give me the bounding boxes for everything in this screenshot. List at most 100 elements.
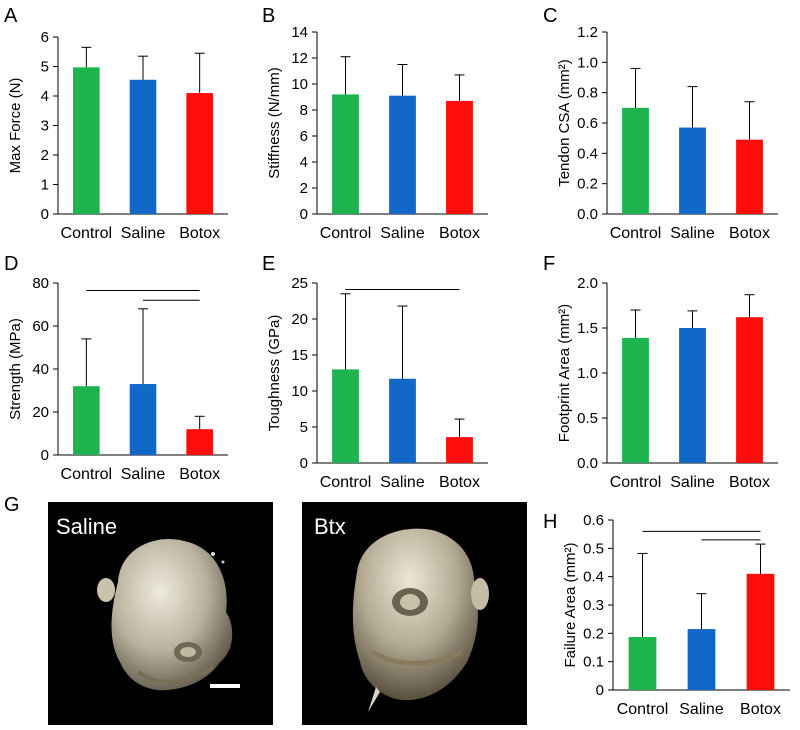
y-tick-label-a-6: 6 [41, 29, 49, 46]
bar-f-control [622, 337, 649, 463]
btx-image-label: Btx [314, 514, 346, 539]
category-label-b-botox: Botox [439, 225, 480, 242]
bar-b-saline [389, 95, 416, 214]
category-label-d-botox: Botox [179, 466, 220, 483]
category-label-a-control: Control [61, 225, 113, 242]
bar-h-botox [746, 573, 775, 690]
y-tick-label-e-2: 10 [291, 383, 308, 400]
y-tick-label-c-1: 0.2 [577, 176, 598, 193]
y-axis-label-h: Failure Area (mm²) [562, 542, 579, 667]
saline-ct-image: Saline [48, 502, 273, 725]
category-label-h-saline: Saline [679, 701, 724, 718]
y-tick-label-h-1: 0.1 [583, 654, 604, 671]
y-tick-label-c-6: 1.2 [577, 24, 598, 41]
y-tick-label-e-4: 20 [291, 311, 308, 328]
panel-letter-c: C [543, 5, 557, 27]
y-axis-label-b: Stiffness (N/mm) [266, 67, 283, 178]
category-label-c-saline: Saline [670, 225, 715, 242]
y-tick-label-e-0: 0 [300, 455, 308, 472]
y-tick-label-b-2: 4 [300, 154, 308, 171]
y-tick-label-a-0: 0 [41, 206, 49, 223]
bar-a-saline [129, 79, 157, 215]
bar-d-botox [186, 429, 213, 455]
y-tick-label-c-5: 1.0 [577, 54, 598, 71]
y-tick-label-f-1: 0.5 [577, 410, 598, 427]
y-tick-label-f-3: 1.5 [577, 320, 598, 337]
panel-letter-e: E [262, 253, 275, 275]
panel-letter-b: B [262, 5, 275, 27]
y-axis-label-a: Max Force (N) [7, 78, 24, 174]
bar-f-saline [679, 328, 706, 463]
btx-ct-image: Btx [302, 502, 527, 725]
saline-image-label: Saline [56, 514, 118, 539]
y-tick-label-d-0: 0 [41, 447, 49, 464]
y-tick-label-a-4: 4 [41, 88, 49, 105]
category-label-e-botox: Botox [439, 474, 480, 491]
category-label-f-control: Control [610, 474, 662, 491]
y-tick-label-h-2: 0.2 [583, 625, 604, 642]
y-tick-label-d-3: 60 [32, 318, 49, 335]
y-tick-label-e-5: 25 [291, 275, 308, 292]
category-label-b-saline: Saline [380, 225, 425, 242]
y-tick-label-a-5: 5 [41, 59, 49, 76]
y-tick-label-h-4: 0.4 [583, 569, 604, 586]
y-tick-label-a-1: 1 [41, 177, 49, 194]
bar-c-control [622, 107, 649, 214]
y-tick-label-h-0: 0 [596, 682, 604, 699]
scale-bar [210, 684, 240, 688]
bar-c-botox [736, 139, 763, 214]
y-tick-label-c-2: 0.4 [577, 145, 598, 162]
bar-h-saline [687, 629, 716, 690]
chart-c: C 0.0 0.2 0.4 0.6 0.8 1.0 1.2 Tendon CSA (mm²) Co… [543, 5, 778, 242]
category-label-h-botox: Botox [740, 701, 781, 718]
category-label-d-control: Control [61, 466, 113, 483]
y-tick-label-f-0: 0.0 [577, 455, 598, 472]
y-tick-label-f-4: 2.0 [577, 275, 598, 292]
chart-b: B 0 2 4 6 8 10 12 14 Stiffness (N/mm) Control Salin… [262, 5, 488, 242]
bar-a-control [73, 67, 100, 214]
y-tick-label-c-3: 0.6 [577, 115, 598, 132]
category-label-e-saline: Saline [380, 474, 425, 491]
bar-d-saline [129, 384, 157, 455]
y-tick-label-d-2: 40 [32, 361, 49, 378]
y-tick-label-c-4: 0.8 [577, 85, 598, 102]
y-tick-label-b-3: 6 [300, 128, 308, 145]
y-axis-label-c: Tendon CSA (mm²) [556, 59, 573, 187]
bar-b-control [332, 94, 359, 214]
y-tick-label-e-3: 15 [291, 347, 308, 364]
category-label-b-control: Control [320, 225, 372, 242]
y-tick-label-b-7: 14 [291, 24, 308, 41]
btx-humeral-head-render [352, 528, 489, 712]
y-tick-label-h-5: 0.5 [583, 540, 604, 557]
y-tick-label-f-2: 1.0 [577, 365, 598, 382]
y-axis-label-e: Toughness (GPa) [266, 315, 283, 432]
y-tick-label-b-1: 2 [300, 180, 308, 197]
panel-letter-f: F [543, 253, 555, 275]
category-label-c-control: Control [610, 225, 662, 242]
bar-e-control [332, 369, 359, 463]
category-label-a-saline: Saline [121, 225, 166, 242]
bar-f-botox [736, 317, 763, 463]
category-label-c-botox: Botox [729, 225, 770, 242]
y-tick-label-a-3: 3 [41, 118, 49, 135]
y-tick-label-b-0: 0 [300, 206, 308, 223]
y-tick-label-d-1: 20 [32, 404, 49, 421]
panel-letter-a: A [4, 5, 18, 27]
y-tick-label-e-1: 5 [300, 419, 308, 436]
bar-h-control [628, 637, 657, 690]
category-label-d-saline: Saline [121, 466, 166, 483]
bar-e-botox [446, 437, 473, 463]
y-tick-label-a-2: 2 [41, 147, 49, 164]
category-label-f-saline: Saline [670, 474, 715, 491]
y-tick-label-d-4: 80 [32, 275, 49, 292]
y-tick-label-b-4: 8 [300, 102, 308, 119]
panel-letter-h: H [543, 511, 557, 533]
bar-e-saline [389, 378, 416, 463]
y-axis-label-d: Strength (MPa) [7, 318, 24, 420]
category-label-e-control: Control [320, 474, 372, 491]
y-tick-label-b-6: 12 [291, 50, 308, 67]
chart-a: A 0 1 2 3 4 5 6 Max Force (N) Control Saline Botox [4, 5, 228, 242]
